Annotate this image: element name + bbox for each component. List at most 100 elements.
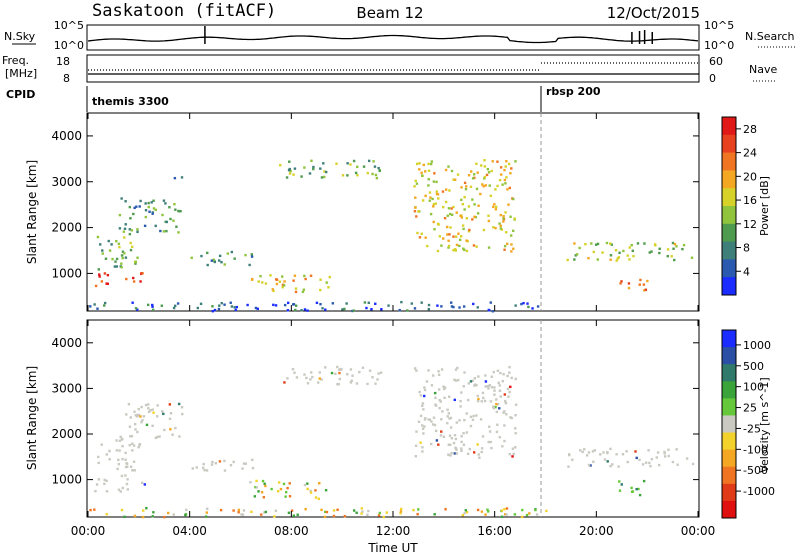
power-ytick-label: 4000 — [51, 129, 82, 143]
power-point — [256, 307, 259, 311]
power-point — [449, 226, 452, 229]
power-point — [458, 238, 462, 242]
velocity-point — [263, 511, 266, 514]
power-point — [418, 168, 421, 171]
power-point — [302, 288, 306, 291]
power-point — [573, 242, 576, 245]
velocity-point — [324, 510, 327, 514]
velocity-point — [606, 460, 609, 463]
velocity-point — [663, 450, 666, 454]
power-point — [162, 199, 166, 202]
power-point — [286, 309, 290, 312]
power-point — [161, 213, 164, 217]
power-point — [590, 242, 593, 245]
velocity-point — [115, 439, 118, 442]
power-point — [422, 163, 425, 167]
power-point — [144, 202, 147, 205]
power-point — [644, 288, 648, 291]
velocity-point — [477, 397, 480, 401]
power-point — [294, 308, 297, 312]
velocity-point — [317, 497, 321, 501]
power-point — [511, 229, 515, 233]
power-point — [509, 234, 513, 237]
velocity-point — [615, 453, 618, 456]
velocity-point — [260, 491, 264, 494]
power-point — [658, 251, 661, 255]
velocity-point — [471, 418, 475, 422]
power-point — [467, 174, 471, 177]
power-xticks — [87, 113, 699, 311]
power-point — [235, 305, 239, 309]
velocity-point — [255, 479, 258, 483]
velocity-point — [438, 388, 441, 391]
power-point — [162, 230, 166, 233]
velocity-xtick-label: 04:00 — [172, 524, 207, 538]
power-point — [128, 228, 132, 231]
power-point — [592, 250, 596, 254]
velocity-point — [399, 512, 402, 515]
velocity-point — [463, 511, 466, 515]
velocity-point — [457, 378, 460, 382]
power-point — [512, 197, 515, 201]
power-point — [134, 307, 138, 310]
power-colorbar-tick-label: 8 — [743, 242, 750, 255]
velocity-point — [453, 398, 457, 402]
velocity-point — [499, 371, 502, 375]
power-point — [596, 258, 599, 261]
velocity-point — [295, 376, 299, 379]
power-point — [473, 176, 476, 180]
velocity-colorbar-frame — [721, 329, 737, 519]
power-point — [666, 254, 669, 258]
velocity-point — [332, 514, 336, 518]
power-point — [638, 283, 641, 286]
power-point — [513, 217, 516, 220]
velocity-point — [276, 490, 280, 493]
power-point — [648, 251, 651, 254]
power-point — [587, 256, 590, 260]
power-point — [177, 231, 180, 234]
velocity-point — [284, 490, 288, 494]
power-point — [107, 239, 110, 243]
velocity-point — [447, 412, 451, 415]
power-point — [106, 273, 110, 277]
nsky-right-tick-top: 10^5 — [704, 19, 734, 32]
power-point — [354, 171, 358, 175]
velocity-colorbar-cell — [722, 398, 736, 416]
power-point — [373, 165, 377, 168]
power-point — [494, 208, 498, 211]
velocity-point — [169, 412, 173, 415]
velocity-point — [332, 509, 336, 512]
velocity-point — [141, 419, 144, 422]
power-point — [432, 220, 435, 224]
velocity-point — [460, 435, 463, 438]
power-point — [427, 303, 431, 307]
power-point — [264, 282, 268, 285]
power-point — [272, 303, 275, 307]
velocity-point — [303, 483, 307, 487]
power-point — [129, 217, 132, 220]
power-point — [636, 242, 640, 245]
power-point — [471, 218, 474, 221]
velocity-point — [169, 428, 172, 431]
velocity-point — [503, 393, 507, 396]
velocity-point — [421, 450, 424, 453]
velocity-point — [337, 382, 340, 386]
power-point — [431, 197, 434, 201]
velocity-point — [145, 506, 148, 510]
power-point — [498, 222, 501, 225]
power-colorbar-cells — [722, 117, 736, 296]
velocity-colorbar-label: Velocity [m s^-1] — [758, 377, 771, 472]
power-point — [220, 301, 223, 305]
power-point — [124, 223, 127, 226]
nsearch-label: N.Search — [745, 30, 795, 43]
power-point — [175, 225, 178, 228]
velocity-point — [377, 514, 381, 517]
power-point — [531, 307, 534, 310]
power-point — [180, 176, 184, 179]
power-point — [615, 259, 618, 262]
power-point — [98, 275, 101, 278]
velocity-point — [488, 425, 491, 428]
power-point — [480, 164, 483, 167]
velocity-point — [142, 415, 146, 418]
power-colorbar-tick-label: 12 — [743, 218, 757, 231]
